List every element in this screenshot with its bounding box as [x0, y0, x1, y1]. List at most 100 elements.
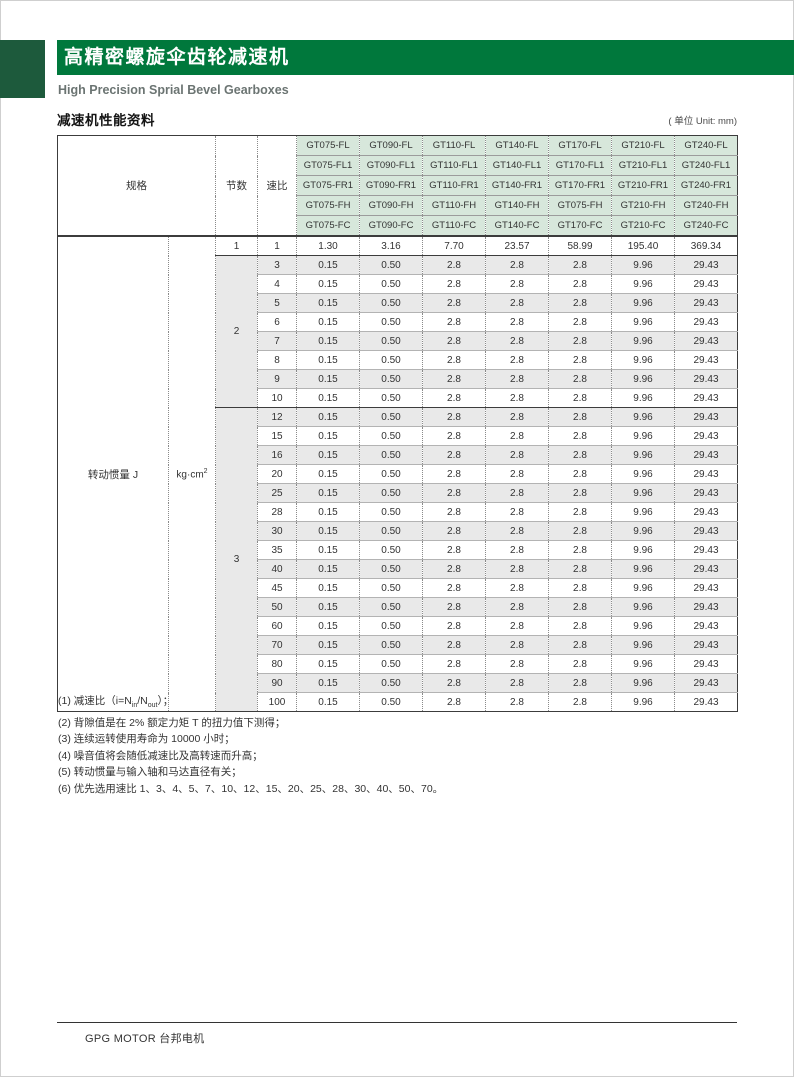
value-cell: 2.8	[422, 255, 486, 275]
footnote-1: (1) 减速比（i=Nin/Nout）；	[58, 693, 443, 715]
value-cell: 0.15	[296, 255, 360, 275]
ratio-cell: 12	[257, 407, 297, 427]
value-cell: 2.8	[422, 635, 486, 655]
model-header-cell: GT110-FH	[422, 195, 486, 216]
value-cell: 2.8	[485, 445, 549, 465]
value-cell: 0.50	[359, 559, 423, 579]
model-header-cell: GT140-FR1	[485, 175, 549, 196]
model-header-cell: GT090-FL	[359, 135, 423, 156]
value-cell: 29.43	[674, 578, 738, 598]
model-header-row: GT075-FR1 GT090-FR1 GT110-FR1 GT140-FR1 GT17…	[58, 175, 738, 196]
value-cell: 2.8	[485, 350, 549, 370]
value-cell: 195.40	[611, 236, 675, 256]
edge-tab	[0, 40, 45, 98]
value-cell: 29.43	[674, 369, 738, 389]
value-cell: 3.16	[359, 236, 423, 256]
ratio-cell: 10	[257, 388, 297, 408]
value-cell: 2.8	[422, 331, 486, 351]
value-cell: 2.8	[422, 293, 486, 313]
title-bar: 高精密螺旋伞齿轮减速机	[57, 40, 794, 75]
footnote-4: (4) 噪音值将会随低减速比及高转速而升高；	[58, 749, 263, 762]
footnote-1-mid: /N	[137, 695, 148, 707]
page-title: 高精密螺旋伞齿轮减速机	[64, 47, 290, 68]
value-cell: 0.15	[296, 502, 360, 522]
footnote-5: (5) 转动惯量与输入轴和马达直径有关；	[58, 766, 242, 779]
value-cell: 9.96	[611, 654, 675, 674]
model-header-cell: GT110-FL1	[422, 155, 486, 176]
table-row: 60 0.15 0.50 2.8 2.8 2.8 9.96 29.43	[58, 616, 738, 636]
table-row: 70 0.15 0.50 2.8 2.8 2.8 9.96 29.43	[58, 635, 738, 655]
performance-table: 规格 节数 速比 GT075-FL GT090-FL GT110-FL GT140-F…	[57, 135, 738, 712]
value-cell: 0.15	[296, 331, 360, 351]
table-row: 16 0.15 0.50 2.8 2.8 2.8 9.96 29.43	[58, 445, 738, 465]
value-cell: 29.43	[674, 559, 738, 579]
value-cell: 9.96	[611, 350, 675, 370]
model-header-cell: GT210-FH	[611, 195, 675, 216]
ratio-cell: 25	[257, 483, 297, 503]
ratio-cell: 15	[257, 426, 297, 446]
value-cell: 0.15	[296, 369, 360, 389]
model-header-cell: GT110-FL	[422, 135, 486, 156]
value-cell: 0.50	[359, 464, 423, 484]
value-cell: 9.96	[611, 673, 675, 693]
value-cell: 0.50	[359, 578, 423, 598]
value-cell: 0.50	[359, 331, 423, 351]
value-cell: 0.15	[296, 407, 360, 427]
model-header-cell: GT075-FL1	[296, 155, 360, 176]
footnote-1-sub-out: out	[147, 702, 158, 710]
model-header-row: GT075-FL1 GT090-FL1 GT110-FL1 GT140-FL1 GT17…	[58, 155, 738, 176]
model-header-cell: GT170-FL	[548, 135, 612, 156]
value-cell: 0.15	[296, 483, 360, 503]
table-row: 7 0.15 0.50 2.8 2.8 2.8 9.96 29.43	[58, 331, 738, 351]
ratio-cell: 20	[257, 464, 297, 484]
value-cell: 9.96	[611, 483, 675, 503]
model-header-cell: GT090-FC	[359, 215, 423, 237]
value-cell: 2.8	[422, 502, 486, 522]
value-cell: 2.8	[485, 673, 549, 693]
footnote-6: (6) 优先选用速比 1、3、4、5、7、10、12、15、20、25、28、3…	[58, 783, 444, 796]
value-cell: 0.50	[359, 369, 423, 389]
value-cell: 2.8	[548, 692, 612, 712]
ratio-header-cell: 速比	[257, 135, 297, 237]
ratio-cell: 7	[257, 331, 297, 351]
spec-unit-sup: 2	[203, 467, 208, 475]
table-row: 35 0.15 0.50 2.8 2.8 2.8 9.96 29.43	[58, 540, 738, 560]
value-cell: 2.8	[548, 293, 612, 313]
value-cell: 2.8	[485, 635, 549, 655]
table-row: 30 0.15 0.50 2.8 2.8 2.8 9.96 29.43	[58, 521, 738, 541]
value-cell: 2.8	[422, 597, 486, 617]
value-cell: 2.8	[422, 483, 486, 503]
value-cell: 9.96	[611, 255, 675, 275]
footnote-1-sub-in: in	[131, 702, 138, 710]
value-cell: 2.8	[422, 350, 486, 370]
footer-brand: GPG MOTOR 台邦电机	[85, 1033, 205, 1045]
value-cell: 0.50	[359, 692, 423, 712]
value-cell: 29.43	[674, 616, 738, 636]
value-cell: 0.50	[359, 654, 423, 674]
ratio-cell: 45	[257, 578, 297, 598]
model-header-cell: GT140-FL1	[485, 155, 549, 176]
value-cell: 2.8	[485, 559, 549, 579]
value-cell: 0.15	[296, 293, 360, 313]
value-cell: 2.8	[485, 293, 549, 313]
model-header-cell: GT110-FR1	[422, 175, 486, 196]
ratio-cell: 30	[257, 521, 297, 541]
ratio-cell: 70	[257, 635, 297, 655]
value-cell: 0.50	[359, 407, 423, 427]
value-cell: 0.15	[296, 445, 360, 465]
value-cell: 9.96	[611, 445, 675, 465]
value-cell: 0.15	[296, 388, 360, 408]
table-row: 50 0.15 0.50 2.8 2.8 2.8 9.96 29.43	[58, 597, 738, 617]
ratio-cell: 50	[257, 597, 297, 617]
value-cell: 2.8	[548, 312, 612, 332]
model-header-cell: GT075-FH	[548, 195, 612, 216]
value-cell: 2.8	[422, 578, 486, 598]
value-cell: 29.43	[674, 673, 738, 693]
value-cell: 0.50	[359, 483, 423, 503]
table-row: 8 0.15 0.50 2.8 2.8 2.8 9.96 29.43	[58, 350, 738, 370]
stages-cell: 3	[215, 407, 258, 712]
model-header-cell: GT090-FR1	[359, 175, 423, 196]
value-cell: 369.34	[674, 236, 738, 256]
value-cell: 2.8	[422, 407, 486, 427]
table-row: 90 0.15 0.50 2.8 2.8 2.8 9.96 29.43	[58, 673, 738, 693]
